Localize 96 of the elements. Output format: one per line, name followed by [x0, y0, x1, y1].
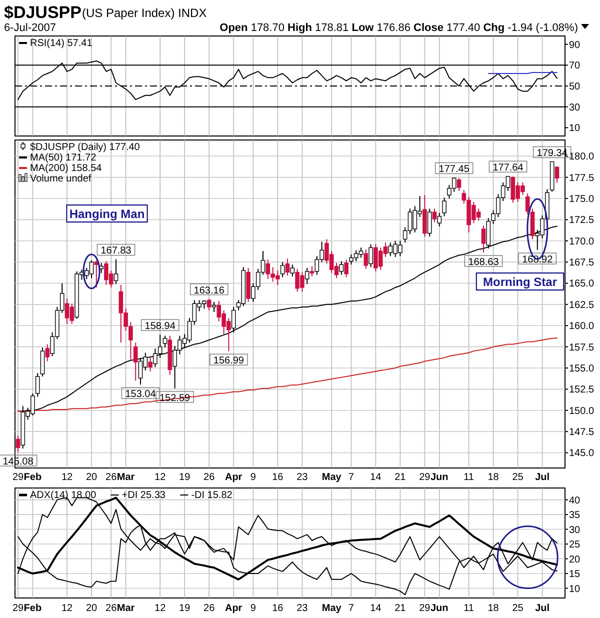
- x-tick-label: 25: [512, 472, 524, 483]
- legend-label: +DI 25.33: [122, 490, 166, 501]
- x-tick-label: 12: [61, 603, 73, 614]
- y-tick-label: 180.0: [569, 152, 594, 163]
- text: 6-Jul-2007: [4, 22, 56, 34]
- annotation: 177.45: [438, 164, 470, 176]
- annotation: 177.64: [492, 162, 524, 174]
- x-tick-label: 23: [296, 603, 308, 614]
- legend-label: MA(200) 158.54: [30, 163, 102, 174]
- annotation: 156.99: [213, 356, 244, 367]
- x-tick-label: Apr: [224, 603, 242, 614]
- x-tick-label: 21: [394, 603, 406, 614]
- y-tick-label: 30: [569, 102, 581, 114]
- legend-label: ADX(14) 18.00: [30, 490, 97, 501]
- y-tick-label: 155.0: [569, 363, 594, 374]
- y-tick-label: 177.5: [569, 172, 594, 184]
- y-tick-label: 40: [569, 495, 581, 506]
- y-tick-label: 152.5: [569, 384, 594, 396]
- x-tick-label: 21: [394, 472, 406, 483]
- y-tick-label: 30: [569, 524, 581, 536]
- y-tick-label: 157.5: [569, 342, 594, 354]
- x-tick-label: 29: [12, 603, 24, 614]
- y-tick-label: 175.0: [569, 194, 594, 205]
- x-tick-label: 18: [488, 603, 500, 614]
- annotation: 168.63: [468, 256, 500, 268]
- x-tick-label: 26: [204, 472, 216, 483]
- annotation: 158.94: [144, 321, 176, 332]
- y-tick-label: 172.5: [569, 215, 594, 226]
- x-tick-label: Jun: [430, 603, 448, 614]
- y-tick-label: 10: [569, 123, 581, 134]
- y-tick-label: 147.5: [569, 427, 594, 438]
- x-tick-label: 20: [86, 603, 98, 614]
- x-tick-label: 25: [512, 603, 524, 614]
- y-tick-label: 165.0: [569, 278, 594, 290]
- x-tick-label: 29: [12, 472, 24, 483]
- y-tick-label: 20: [569, 554, 581, 566]
- x-tick-label: Jul: [535, 472, 550, 483]
- x-tick-label: 7: [348, 472, 354, 483]
- annotation: 168.92: [522, 254, 554, 266]
- y-tick-label: 25: [569, 540, 581, 551]
- x-tick-label: May: [322, 472, 342, 483]
- x-tick-label: Feb: [24, 603, 42, 614]
- chart-title: $DJUSPP: [4, 3, 82, 22]
- x-tick-label: 29: [419, 472, 431, 483]
- x-tick-label: Jun: [430, 472, 448, 483]
- x-tick-label: 20: [86, 472, 98, 483]
- x-tick-label: 23: [296, 472, 308, 483]
- x-tick-label: Mar: [116, 603, 135, 614]
- y-tick-label: 170.0: [569, 236, 594, 248]
- x-tick-label: May: [322, 603, 342, 614]
- y-tick-label: 90: [569, 40, 581, 51]
- y-tick-label: 145.0: [569, 448, 594, 460]
- y-tick-label: 160.0: [569, 321, 594, 332]
- y-tick-label: 162.5: [569, 300, 594, 311]
- x-tick-label: 29: [419, 603, 431, 614]
- x-tick-label: Feb: [24, 472, 42, 483]
- x-tick-label: 12: [154, 603, 166, 614]
- legend-label: MA(50) 171.72: [30, 152, 97, 164]
- x-tick-label: 9: [250, 603, 256, 614]
- annotation: Morning Star: [483, 275, 558, 289]
- x-tick-label: 19: [179, 603, 191, 614]
- y-tick-label: 50: [569, 82, 581, 92]
- x-tick-label: 11: [464, 472, 474, 483]
- y-tick-label: 167.5: [569, 258, 594, 269]
- y-tick-label: 35: [569, 510, 581, 522]
- x-tick-label: 19: [179, 472, 191, 483]
- y-tick-label: 70: [569, 60, 581, 72]
- x-tick-label: 16: [272, 603, 284, 614]
- annotation: Volume undef: [30, 174, 92, 184]
- x-tick-label: 12: [61, 472, 73, 483]
- annotation: 153.04: [125, 389, 156, 400]
- x-tick-label: 26: [106, 472, 118, 483]
- legend-label: $DJUSPP (Daily) 177.40: [30, 142, 140, 153]
- x-tick-label: 16: [272, 472, 284, 483]
- x-tick-label: 9: [250, 472, 256, 483]
- x-tick-label: Apr: [224, 472, 242, 483]
- annotation: 167.83: [100, 246, 132, 257]
- annotation: 163.16: [194, 285, 225, 296]
- x-tick-label: Jul: [535, 603, 550, 614]
- text: Open 178.70 High 178.81 Low 176.86 Close 177.40 Chg -1.94 (-1.08%): [220, 22, 578, 34]
- y-tick-label: 10: [569, 584, 581, 595]
- x-tick-label: Mar: [116, 472, 135, 483]
- x-tick-label: 14: [370, 472, 382, 483]
- legend-label: -DI 15.82: [191, 490, 233, 501]
- x-tick-label: 18: [488, 472, 500, 483]
- y-tick-label: 150.0: [569, 406, 594, 417]
- x-tick-label: 11: [464, 603, 474, 614]
- chart-subtitle: (US Paper Index) INDX: [82, 6, 207, 20]
- annotation: Hanging Man: [69, 207, 145, 221]
- legend-label: RSI(14) 57.41: [30, 38, 93, 49]
- x-tick-label: 26: [204, 603, 216, 614]
- x-tick-label: 7: [348, 603, 354, 614]
- x-tick-label: 14: [370, 603, 382, 614]
- y-tick-label: 15: [569, 569, 581, 580]
- x-tick-label: 26: [106, 603, 118, 614]
- x-tick-label: 12: [154, 472, 166, 483]
